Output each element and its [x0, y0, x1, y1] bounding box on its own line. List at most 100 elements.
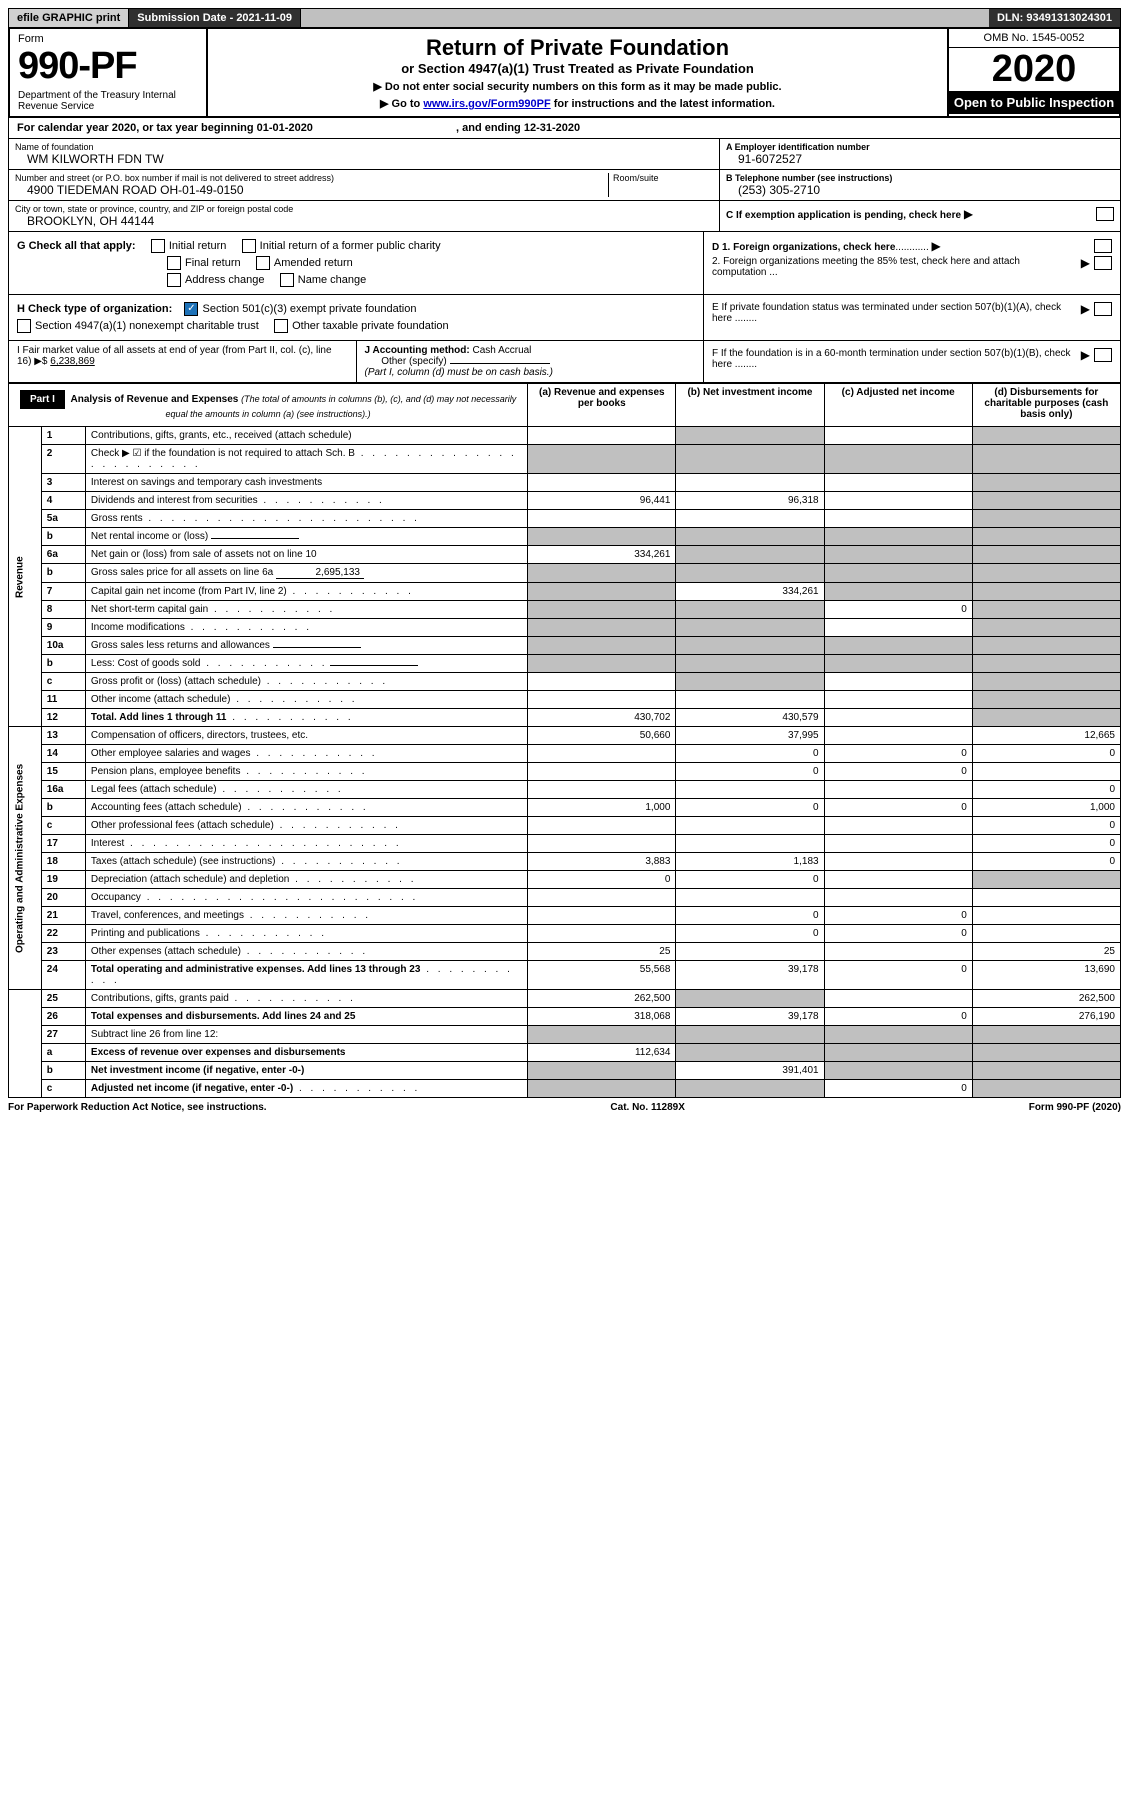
l12-a: 430,702 [528, 709, 676, 727]
4947a1-checkbox[interactable] [17, 319, 31, 333]
c-exemption-checkbox[interactable] [1096, 207, 1114, 221]
revenue-side-label: Revenue [9, 427, 42, 727]
l25-d: 262,500 [972, 990, 1120, 1008]
e-checkbox[interactable] [1094, 302, 1112, 316]
l4-a: 96,441 [528, 492, 676, 510]
line18-desc: Taxes (attach schedule) (see instruction… [85, 853, 527, 871]
address-change-checkbox[interactable] [167, 273, 181, 287]
501c3-label: Section 501(c)(3) exempt private foundat… [202, 303, 416, 315]
l18-a: 3,883 [528, 853, 676, 871]
address-change-label: Address change [185, 274, 265, 286]
lineno-19: 19 [41, 871, 85, 889]
line10b-desc: Less: Cost of goods sold [85, 655, 527, 673]
initial-former-label: Initial return of a former public charit… [260, 240, 441, 252]
l19-b: 0 [676, 871, 824, 889]
form-instructions-link[interactable]: www.irs.gov/Form990PF [423, 98, 550, 110]
part1-badge: Part I [20, 390, 65, 409]
cal-begin: 01-01-2020 [257, 122, 313, 134]
line5b-desc: Net rental income or (loss) [85, 528, 527, 546]
d1-label: D 1. Foreign organizations, check here..… [712, 239, 1090, 253]
f-checkbox[interactable] [1094, 348, 1112, 362]
lineno-20: 20 [41, 889, 85, 907]
line22-desc: Printing and publications [85, 925, 527, 943]
other-taxable-checkbox[interactable] [274, 319, 288, 333]
cal-pre: For calendar year 2020, or tax year begi… [17, 122, 257, 134]
l16a-d: 0 [972, 781, 1120, 799]
lineno-16c: c [41, 817, 85, 835]
lineno-10c: c [41, 673, 85, 691]
cal-end: 12-31-2020 [524, 122, 580, 134]
line5a-desc: Gross rents [85, 510, 527, 528]
cash-label: Cash [472, 345, 495, 356]
line11-desc: Other income (attach schedule) [85, 691, 527, 709]
line2-desc: Check ▶ ☑ if the foundation is not requi… [85, 445, 527, 474]
l18-b: 1,183 [676, 853, 824, 871]
l16b-b: 0 [676, 799, 824, 817]
lineno-10b: b [41, 655, 85, 673]
line20-desc: Occupancy [85, 889, 527, 907]
efile-print-button[interactable]: efile GRAPHIC print [9, 9, 129, 27]
open-public-badge: Open to Public Inspection [949, 91, 1119, 114]
initial-former-checkbox[interactable] [242, 239, 256, 253]
dept-treasury: Department of the Treasury Internal Reve… [18, 90, 198, 112]
line13-desc: Compensation of officers, directors, tru… [85, 727, 527, 745]
line16b-desc: Accounting fees (attach schedule) [85, 799, 527, 817]
col-c-header: (c) Adjusted net income [824, 384, 972, 427]
line16c-desc: Other professional fees (attach schedule… [85, 817, 527, 835]
ein-value: 91-6072527 [726, 152, 1114, 166]
name-change-checkbox[interactable] [280, 273, 294, 287]
footer-left: For Paperwork Reduction Act Notice, see … [8, 1102, 267, 1113]
501c3-checkbox[interactable] [184, 302, 198, 316]
line3-desc: Interest on savings and temporary cash i… [85, 474, 527, 492]
form-label: Form [18, 33, 198, 45]
h-check-section: H Check type of organization: Section 50… [8, 295, 1121, 341]
l13-d: 12,665 [972, 727, 1120, 745]
top-bar: efile GRAPHIC print Submission Date - 20… [8, 8, 1121, 28]
l14-d: 0 [972, 745, 1120, 763]
fmv-row: I Fair market value of all assets at end… [8, 341, 1121, 383]
l27c-c: 0 [824, 1080, 972, 1098]
d1-checkbox[interactable] [1094, 239, 1112, 253]
omb-number: OMB No. 1545-0052 [949, 29, 1119, 48]
d2-checkbox[interactable] [1094, 256, 1112, 270]
g-check-section: G Check all that apply: Initial return I… [8, 232, 1121, 295]
lineno-21: 21 [41, 907, 85, 925]
lineno-12: 12 [41, 709, 85, 727]
line27c-desc: Adjusted net income (if negative, enter … [85, 1080, 527, 1098]
l14-c: 0 [824, 745, 972, 763]
d2-label: 2. Foreign organizations meeting the 85%… [712, 256, 1081, 278]
final-return-checkbox[interactable] [167, 256, 181, 270]
lineno-4: 4 [41, 492, 85, 510]
lineno-5b: b [41, 528, 85, 546]
lineno-24: 24 [41, 961, 85, 990]
footer-mid: Cat. No. 11289X [610, 1102, 684, 1113]
lineno-10a: 10a [41, 637, 85, 655]
foundation-city: BROOKLYN, OH 44144 [15, 214, 713, 228]
foundation-name: WM KILWORTH FDN TW [15, 152, 713, 166]
line27-desc: Subtract line 26 from line 12: [85, 1026, 527, 1044]
form-number: 990-PF [18, 45, 198, 88]
e-label: E If private foundation status was termi… [712, 302, 1081, 324]
lineno-27a: a [41, 1044, 85, 1062]
line19-desc: Depreciation (attach schedule) and deple… [85, 871, 527, 889]
line21-desc: Travel, conferences, and meetings [85, 907, 527, 925]
lineno-15: 15 [41, 763, 85, 781]
initial-return-checkbox[interactable] [151, 239, 165, 253]
line16a-desc: Legal fees (attach schedule) [85, 781, 527, 799]
line10a-desc: Gross sales less returns and allowances [85, 637, 527, 655]
instr2-post: for instructions and the latest informat… [551, 98, 775, 110]
form-year-block: OMB No. 1545-0052 2020 Open to Public In… [947, 29, 1119, 116]
line15-desc: Pension plans, employee benefits [85, 763, 527, 781]
j-label: J Accounting method: [365, 345, 470, 356]
lineno-1: 1 [41, 427, 85, 445]
l27a-a: 112,634 [528, 1044, 676, 1062]
l22-c: 0 [824, 925, 972, 943]
initial-return-label: Initial return [169, 240, 226, 252]
cal-mid: , and ending [456, 122, 524, 134]
l26-c: 0 [824, 1008, 972, 1026]
h-label: H Check type of organization: [17, 303, 172, 315]
line24-desc: Total operating and administrative expen… [85, 961, 527, 990]
lineno-6b: b [41, 564, 85, 583]
other-method-label: Other (specify) [381, 356, 447, 367]
amended-return-checkbox[interactable] [256, 256, 270, 270]
